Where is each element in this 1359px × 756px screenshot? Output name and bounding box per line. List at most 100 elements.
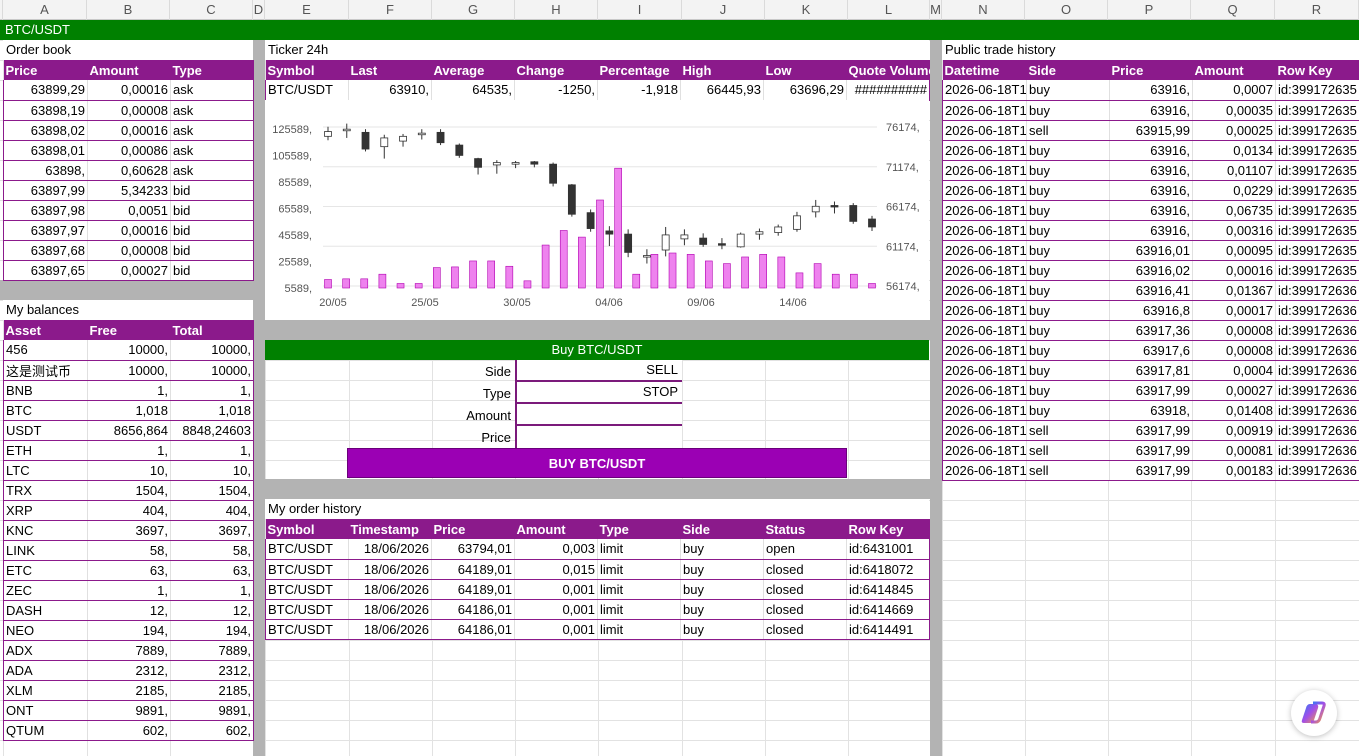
table-cell[interactable]: 10000,: [170, 340, 254, 361]
table-cell[interactable]: 5,34233: [87, 180, 171, 201]
table-cell[interactable]: 1,: [170, 380, 254, 401]
table-cell[interactable]: bid: [170, 260, 254, 281]
table-cell[interactable]: 10,: [87, 460, 171, 481]
table-cell[interactable]: 2026-06-18T1: [942, 440, 1027, 461]
table-cell[interactable]: 2185,: [170, 680, 254, 701]
table-cell[interactable]: 1504,: [87, 480, 171, 501]
table-cell[interactable]: 63916,01: [1109, 240, 1193, 261]
table-cell[interactable]: id:399172636: [1275, 320, 1359, 341]
column-header[interactable]: Symbol: [265, 519, 349, 539]
column-header[interactable]: Last: [348, 60, 432, 80]
table-cell[interactable]: 3697,: [170, 520, 254, 541]
table-cell[interactable]: 1,: [170, 580, 254, 601]
column-header[interactable]: High: [680, 60, 764, 80]
table-cell[interactable]: sell: [1026, 420, 1110, 441]
table-cell[interactable]: ask: [170, 100, 254, 121]
column-header-j[interactable]: J: [682, 0, 765, 20]
table-cell[interactable]: 2026-06-18T1: [942, 260, 1027, 281]
table-cell[interactable]: 66445,93: [680, 80, 764, 101]
column-header-h[interactable]: H: [515, 0, 598, 20]
table-cell[interactable]: id:399172636: [1275, 420, 1359, 441]
column-header[interactable]: Total: [170, 320, 254, 340]
table-cell[interactable]: 63916,8: [1109, 300, 1193, 321]
table-cell[interactable]: buy: [1026, 180, 1110, 201]
table-cell[interactable]: buy: [1026, 280, 1110, 301]
table-cell[interactable]: 63,: [87, 560, 171, 581]
table-cell[interactable]: 63898,02: [3, 120, 88, 141]
buy-button[interactable]: BUY BTC/USDT: [347, 448, 847, 478]
table-cell[interactable]: buy: [680, 599, 764, 620]
table-cell[interactable]: 64189,01: [431, 559, 515, 580]
column-header[interactable]: Type: [597, 519, 681, 539]
table-cell[interactable]: 2026-06-18T1: [942, 400, 1027, 421]
table-cell[interactable]: 这是测试币: [3, 360, 88, 381]
table-cell[interactable]: id:399172635: [1275, 240, 1359, 261]
table-cell[interactable]: 63899,29: [3, 80, 88, 101]
table-cell[interactable]: buy: [680, 619, 764, 640]
table-cell[interactable]: 404,: [87, 500, 171, 521]
table-cell[interactable]: id:6414669: [846, 599, 930, 620]
table-cell[interactable]: 64186,01: [431, 599, 515, 620]
table-cell[interactable]: bid: [170, 200, 254, 221]
table-cell[interactable]: buy: [1026, 100, 1110, 121]
column-header-a[interactable]: A: [3, 0, 87, 20]
table-cell[interactable]: limit: [597, 559, 681, 580]
table-cell[interactable]: ADA: [3, 660, 88, 681]
table-cell[interactable]: 0,00008: [87, 100, 171, 121]
table-cell[interactable]: 2026-06-18T1: [942, 100, 1027, 121]
table-cell[interactable]: 8656,864: [87, 420, 171, 441]
table-cell[interactable]: 63897,98: [3, 200, 88, 221]
table-cell[interactable]: buy: [1026, 220, 1110, 241]
table-cell[interactable]: 2026-06-18T1: [942, 80, 1027, 101]
table-cell[interactable]: 0,001: [514, 599, 598, 620]
table-cell[interactable]: 2026-06-18T1: [942, 340, 1027, 361]
table-cell[interactable]: 63897,99: [3, 180, 88, 201]
table-cell[interactable]: 63897,68: [3, 240, 88, 261]
table-cell[interactable]: 10000,: [87, 360, 171, 381]
table-cell[interactable]: 63898,: [3, 160, 88, 181]
table-cell[interactable]: buy: [680, 579, 764, 600]
table-cell[interactable]: 0,0229: [1192, 180, 1276, 201]
table-cell[interactable]: 63910,: [348, 80, 432, 101]
table-cell[interactable]: 0,0004: [1192, 360, 1276, 381]
table-cell[interactable]: 0,01408: [1192, 400, 1276, 421]
table-cell[interactable]: id:6431001: [846, 539, 930, 560]
table-cell[interactable]: 63794,01: [431, 539, 515, 560]
table-cell[interactable]: ask: [170, 80, 254, 101]
table-cell[interactable]: BTC/USDT: [265, 619, 349, 640]
table-cell[interactable]: 63916,: [1109, 200, 1193, 221]
table-cell[interactable]: 63897,65: [3, 260, 88, 281]
table-cell[interactable]: 63916,41: [1109, 280, 1193, 301]
column-header[interactable]: Datetime: [942, 60, 1027, 80]
table-cell[interactable]: XLM: [3, 680, 88, 701]
column-header[interactable]: Side: [1026, 60, 1110, 80]
column-header[interactable]: Row Key: [846, 519, 930, 539]
table-cell[interactable]: id:399172635: [1275, 80, 1359, 101]
table-cell[interactable]: 63916,: [1109, 220, 1193, 241]
table-cell[interactable]: 0,00035: [1192, 100, 1276, 121]
table-cell[interactable]: 0,00016: [87, 80, 171, 101]
column-header-d[interactable]: D: [253, 0, 265, 20]
table-cell[interactable]: limit: [597, 619, 681, 640]
table-cell[interactable]: 63917,99: [1109, 380, 1193, 401]
table-cell[interactable]: USDT: [3, 420, 88, 441]
table-cell[interactable]: 2312,: [170, 660, 254, 681]
table-cell[interactable]: 2026-06-18T1: [942, 320, 1027, 341]
table-cell[interactable]: 12,: [170, 600, 254, 621]
table-cell[interactable]: 9891,: [170, 700, 254, 721]
table-cell[interactable]: 0,00016: [87, 220, 171, 241]
table-cell[interactable]: bid: [170, 220, 254, 241]
column-header[interactable]: Row Key: [1275, 60, 1359, 80]
table-cell[interactable]: KNC: [3, 520, 88, 541]
column-header[interactable]: Symbol: [265, 60, 349, 80]
table-cell[interactable]: id:399172635: [1275, 120, 1359, 141]
column-header[interactable]: Amount: [514, 519, 598, 539]
table-cell[interactable]: bid: [170, 240, 254, 261]
column-header[interactable]: Average: [431, 60, 515, 80]
table-cell[interactable]: 2026-06-18T1: [942, 140, 1027, 161]
table-cell[interactable]: id:399172636: [1275, 280, 1359, 301]
table-cell[interactable]: 0,01367: [1192, 280, 1276, 301]
table-cell[interactable]: 1,: [170, 440, 254, 461]
type-field[interactable]: STOP: [515, 382, 682, 404]
table-cell[interactable]: 1,018: [170, 400, 254, 421]
